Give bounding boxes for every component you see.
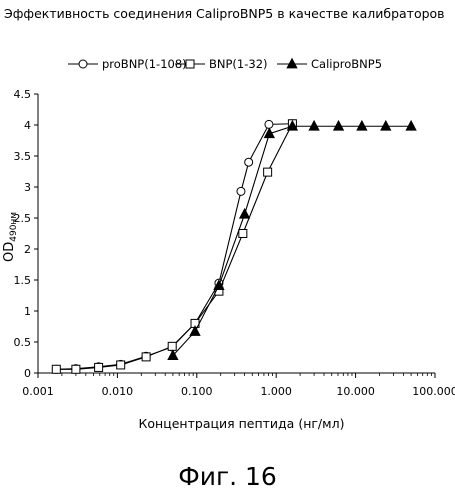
- legend-item: CaliproBNP5: [277, 57, 382, 71]
- y-tick-label: 2.5: [14, 212, 32, 225]
- legend-label: proBNP(1-108): [102, 57, 187, 71]
- x-axis-label: Концентрация пептида (нг/мл): [139, 416, 345, 431]
- data-point-circle: [236, 186, 246, 196]
- y-tick-label: 1.5: [14, 274, 32, 287]
- series-line: [56, 123, 293, 370]
- data-point-triangle: [286, 119, 299, 131]
- series-circle: [51, 119, 297, 374]
- y-axis-label: OD490нм: [2, 212, 19, 262]
- y-tick-label: 0: [24, 367, 31, 380]
- y-tick-label: 4.5: [14, 88, 32, 101]
- series-line: [56, 123, 293, 370]
- x-tick-label: 0.001: [22, 385, 54, 398]
- data-point-square: [263, 167, 273, 177]
- data-point-triangle: [332, 119, 345, 131]
- page-title: Эффективность соединения CaliproBNP5 в к…: [4, 6, 445, 21]
- chart-axes: [37, 94, 435, 374]
- data-point-triangle: [356, 119, 368, 131]
- y-tick-label: 2: [24, 243, 31, 256]
- chart-legend: proBNP(1-108) BNP(1-32) CaliproBNP5: [68, 57, 382, 71]
- data-point-circle: [78, 59, 88, 69]
- data-point-square: [185, 59, 195, 69]
- y-tick-label: 3.5: [14, 150, 32, 163]
- data-point-circle: [264, 119, 274, 129]
- data-point-triangle: [263, 127, 276, 139]
- x-tick-label: 1.000: [260, 385, 292, 398]
- data-point-triangle: [286, 57, 298, 69]
- y-axis-label-main: OD: [2, 242, 17, 262]
- x-tick-label: 100.000: [412, 385, 455, 398]
- y-tick-label: 1: [24, 305, 31, 318]
- y-tick-label: 3: [24, 181, 31, 194]
- series-triangle: [167, 119, 417, 361]
- line-chart: proBNP(1-108) BNP(1-32) CaliproBNP5 0 0.5 1 1…: [2, 57, 455, 431]
- data-point-square: [94, 362, 104, 372]
- data-point-square: [116, 360, 126, 370]
- data-point-triangle: [380, 119, 392, 131]
- data-point-square: [238, 229, 248, 238]
- legend-label: BNP(1-32): [209, 57, 268, 71]
- y-tick-label: 4: [24, 119, 31, 132]
- data-point-square: [141, 352, 151, 362]
- legend-label: CaliproBNP5: [311, 57, 382, 71]
- x-tick-label: 0.010: [102, 385, 134, 398]
- data-point-triangle: [167, 349, 179, 361]
- series-line: [172, 125, 412, 357]
- data-point-square: [167, 341, 177, 351]
- y-axis-label-subscript: 490нм: [9, 212, 19, 242]
- y-axis-ticks: 0 0.5 1 1.5 2 2.5 3 3.5 4 4.5: [14, 88, 38, 380]
- x-tick-label: 10.000: [336, 385, 375, 398]
- data-point-triangle: [405, 119, 417, 131]
- data-point-triangle: [189, 325, 201, 336]
- figure-caption: Фиг. 16: [178, 462, 277, 491]
- series-square: [51, 119, 297, 374]
- data-point-circle: [244, 157, 254, 167]
- data-point-triangle: [308, 119, 320, 131]
- data-point-triangle: [213, 279, 225, 290]
- data-point-square: [51, 364, 61, 374]
- data-point-triangle: [238, 207, 251, 219]
- x-tick-label: 0.100: [181, 385, 213, 398]
- legend-item: proBNP(1-108): [68, 57, 187, 71]
- series-layer: [51, 119, 417, 374]
- y-tick-label: 0.5: [14, 336, 32, 349]
- legend-item: BNP(1-32): [175, 57, 268, 71]
- x-axis-ticks: 0.001 0.010 0.100 1.000 10.000 100.000: [22, 373, 455, 398]
- data-point-square: [71, 364, 81, 374]
